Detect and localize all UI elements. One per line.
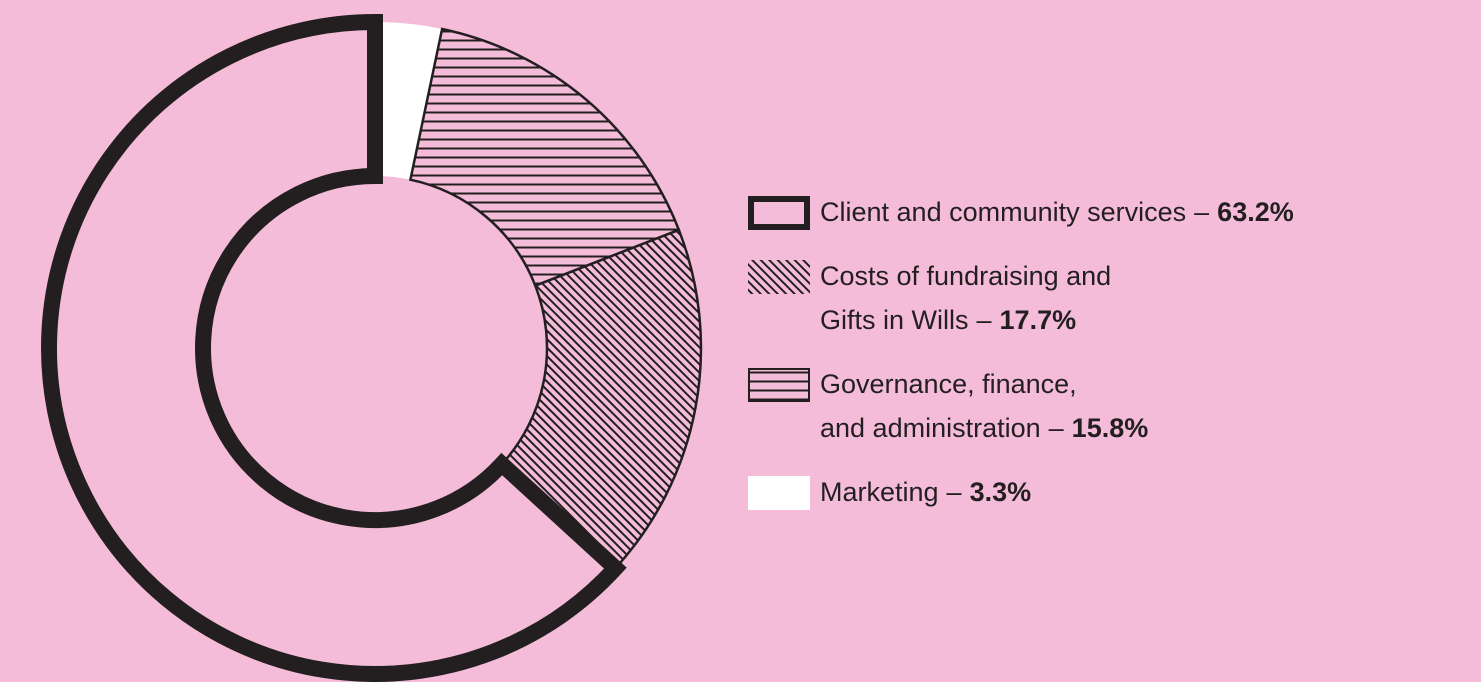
legend: Client and community services –63.2% Costs… [748, 190, 1294, 534]
donut-segment [41, 13, 627, 682]
legend-swatch [748, 368, 810, 402]
legend-label: Client and community services [820, 197, 1187, 227]
legend-item: Governance, finance, and administration –… [748, 362, 1294, 450]
legend-label: Marketing [820, 477, 939, 507]
legend-label: Costs of fundraising and Gifts in Wills [820, 261, 1112, 335]
swatch-box [748, 368, 810, 402]
legend-value: 3.3% [969, 477, 1032, 507]
legend-separator: – [946, 477, 962, 507]
legend-separator: – [976, 305, 992, 335]
swatch-box [748, 476, 810, 510]
legend-separator: – [1194, 197, 1210, 227]
legend-swatch [748, 476, 810, 510]
legend-swatch [748, 196, 810, 230]
swatch-box [748, 260, 810, 294]
legend-text: Governance, finance, and administration –… [820, 362, 1148, 450]
legend-text: Client and community services –63.2% [820, 190, 1294, 234]
swatch-box [748, 196, 810, 230]
legend-text: Costs of fundraising and Gifts in Wills –… [820, 254, 1111, 342]
legend-label: Governance, finance, and administration [820, 369, 1077, 443]
legend-separator: – [1048, 413, 1064, 443]
donut-segment [408, 27, 681, 288]
donut-chart [41, 13, 703, 682]
legend-value: 63.2% [1217, 197, 1294, 227]
legend-item: Marketing –3.3% [748, 470, 1294, 514]
legend-item: Client and community services –63.2% [748, 190, 1294, 234]
donut-segment [500, 228, 703, 570]
legend-item: Costs of fundraising and Gifts in Wills –… [748, 254, 1294, 342]
legend-value: 15.8% [1071, 413, 1149, 443]
legend-value: 17.7% [999, 305, 1077, 335]
donut-segment [375, 22, 443, 180]
legend-text: Marketing –3.3% [820, 470, 1031, 514]
legend-swatch [748, 260, 810, 294]
